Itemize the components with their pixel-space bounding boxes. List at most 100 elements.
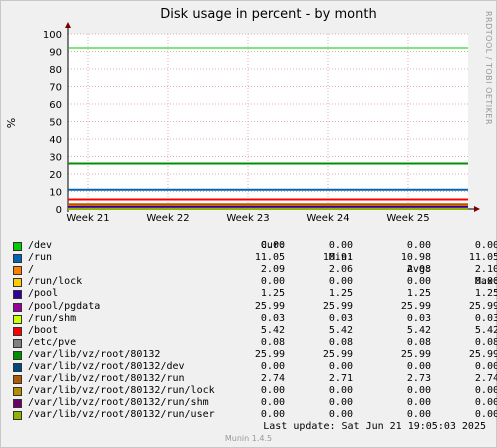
legend-value-avg: 2.73 [406, 373, 431, 385]
legend-swatch [13, 363, 22, 373]
legend-row: /var/lib/vz/root/80132 25.99 25.99 25.99 25.… [1, 348, 497, 361]
legend-series-name: /var/lib/vz/root/80132/run/shm [28, 397, 209, 409]
legend-value-avg: 5.42 [406, 324, 431, 336]
last-update: Last update: Sat Jun 21 19:05:03 2025 [263, 421, 486, 432]
y-axis-arrow [65, 22, 71, 28]
legend-value-max: 0.00 [474, 409, 497, 421]
legend-value-min: 1.25 [328, 288, 353, 300]
legend-row: / 2.09 2.06 2.08 2.10 [1, 264, 497, 276]
legend-row: /var/lib/vz/root/80132/run/lock 0.00 0.00 0… [1, 385, 497, 397]
legend-row: /dev 0.00 0.00 0.00 0.00 [1, 240, 497, 252]
legend-value-min: 5.42 [328, 324, 353, 336]
legend-value-cur: 25.99 [254, 348, 285, 360]
x-tick-label: Week 23 [226, 213, 269, 224]
legend-value-max: 11.05 [468, 252, 497, 264]
col-avg: Avg: [406, 264, 431, 276]
legend-swatch [13, 350, 22, 360]
series-lines [68, 47, 468, 210]
munin-version: Munin 1.4.5 [224, 434, 273, 443]
legend-swatch [13, 314, 22, 324]
legend-value-avg: 0.03 [406, 312, 431, 324]
legend-swatch [13, 254, 22, 264]
legend-value-cur: 0.00 [260, 397, 285, 409]
x-tick-label: Week 24 [306, 213, 349, 224]
legend-value-max: 5.42 [474, 324, 497, 336]
legend-series-name: /var/lib/vz/root/80132/run [28, 373, 185, 385]
x-tick-label: Week 22 [146, 213, 189, 224]
legend-series-name: /var/lib/vz/root/80132/run/lock [28, 385, 215, 397]
legend-value-min: 25.99 [322, 300, 353, 312]
y-tick-label: 60 [49, 100, 62, 111]
legend-swatch [13, 290, 22, 300]
legend-value-max: 25.99 [468, 348, 497, 360]
legend-series-name: /var/lib/vz/root/80132/run/user [28, 409, 215, 421]
legend-value-min: 0.00 [328, 361, 353, 373]
legend-row: /var/lib/vz/root/80132/dev 0.00 0.00 0.00 0.… [1, 361, 497, 373]
legend-value-max: 0.00 [474, 276, 497, 288]
y-tick-label: 90 [49, 48, 62, 59]
legend-row: /var/lib/vz/root/80132/run/user 0.00 0.00 0… [1, 409, 497, 421]
legend-value-avg: 0.00 [406, 240, 431, 252]
legend-value-avg: 0.08 [406, 336, 431, 348]
y-tick-label: 70 [49, 83, 62, 94]
y-tick-label: 30 [49, 153, 62, 164]
legend-row: /etc/pve 0.08 0.08 0.08 0.08 [1, 336, 497, 349]
legend-value-min: 0.08 [328, 336, 353, 348]
legend-value-max: 0.00 [474, 361, 497, 373]
legend-value-avg: 25.99 [400, 300, 431, 312]
legend-row: /var/lib/vz/root/80132/run 2.74 2.71 2.73 2.… [1, 373, 497, 385]
legend-row: /var/lib/vz/root/80132/run/shm 0.00 0.00 0.… [1, 397, 497, 409]
y-tick-label: 50 [49, 118, 62, 129]
legend-value-max: 1.25 [474, 288, 497, 300]
legend-row: /run/lock 0.00 0.00 0.00 0.00 [1, 276, 497, 288]
legend-row: /boot 5.42 5.42 5.42 5.42 [1, 324, 497, 337]
legend-value-max: 25.99 [468, 300, 497, 312]
legend-series-name: /run/lock [28, 276, 83, 288]
legend-table: Cur: Min: Avg: Max: /dev 0.00 0.00 0.00 0.00… [1, 228, 497, 422]
y-tick-label: 80 [49, 65, 62, 76]
legend-swatch [13, 266, 22, 276]
x-axis-arrow [474, 206, 480, 212]
col-min: Min: [328, 252, 353, 264]
legend-value-min: 0.00 [328, 240, 353, 252]
legend-value-cur: 5.42 [260, 324, 285, 336]
legend-row: /pool/pgdata 25.99 25.99 25.99 25.99 [1, 300, 497, 313]
legend-swatch [13, 242, 22, 252]
legend-value-cur: 11.05 [254, 252, 285, 264]
legend-value-cur: 0.03 [260, 312, 285, 324]
legend-series-name: /var/lib/vz/root/80132/dev [28, 361, 185, 373]
legend-value-max: 0.08 [474, 336, 497, 348]
legend-value-cur: 1.25 [260, 288, 285, 300]
legend-series-name: / [28, 264, 35, 276]
legend-swatch [13, 278, 22, 288]
legend-value-cur: 0.00 [260, 361, 285, 373]
legend-value-max: 0.00 [474, 385, 497, 397]
legend-value-min: 0.00 [328, 409, 353, 421]
legend-value-cur: 0.00 [260, 240, 285, 252]
legend-value-min: 0.00 [328, 385, 353, 397]
y-ticks: 0 10 20 30 40 50 60 70 80 90 100 [43, 22, 71, 216]
legend-value-cur: 0.00 [260, 276, 285, 288]
legend-value-avg: 1.25 [406, 288, 431, 300]
legend-swatch [13, 326, 22, 336]
legend-value-min: 0.03 [328, 312, 353, 324]
legend-value-min: 0.00 [328, 276, 353, 288]
legend-value-cur: 0.00 [260, 385, 285, 397]
y-tick-label: 10 [49, 188, 62, 199]
grid [68, 33, 468, 210]
legend-value-cur: 2.74 [260, 373, 285, 385]
legend-value-min: 2.71 [328, 373, 353, 385]
legend-series-name: /var/lib/vz/root/80132 [28, 348, 161, 360]
y-tick-label: 20 [49, 170, 62, 181]
legend-swatch [13, 302, 22, 312]
legend-value-max: 0.03 [474, 312, 497, 324]
legend-value-avg: 2.08 [406, 264, 431, 276]
y-tick-label: 100 [43, 30, 62, 41]
legend-value-cur: 0.00 [260, 409, 285, 421]
legend-value-max: 2.10 [474, 264, 497, 276]
legend-row: /run 11.05 10.91 10.98 11.05 [1, 252, 497, 264]
x-tick-label: Week 25 [386, 213, 429, 224]
legend-value-avg: 0.00 [406, 385, 431, 397]
col-cur: Cur: [260, 240, 285, 252]
